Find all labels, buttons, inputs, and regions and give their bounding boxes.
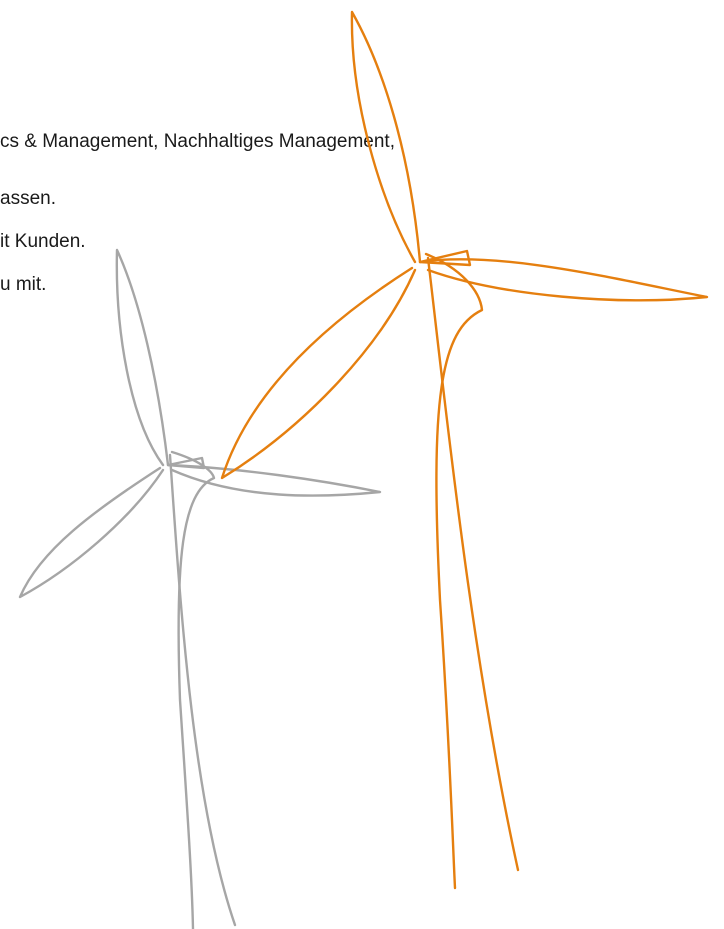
blade — [20, 468, 163, 597]
text-block: cs & Management, Nachhaltiges Management… — [0, 131, 395, 295]
blade — [222, 268, 415, 478]
wind-turbine-gray — [20, 250, 380, 929]
tower — [172, 452, 214, 929]
text-line: cs & Management, Nachhaltiges Management… — [0, 131, 395, 152]
tower — [428, 258, 518, 870]
blade — [117, 250, 168, 465]
text-line: assen. — [0, 188, 56, 209]
tower — [426, 254, 482, 888]
text-line: u mit. — [0, 274, 46, 295]
text-line: it Kunden. — [0, 231, 86, 252]
page: {"text": {"lines": ["cs & Management, Na… — [0, 0, 724, 929]
page-canvas: cs & Management, Nachhaltiges Management… — [0, 0, 724, 929]
